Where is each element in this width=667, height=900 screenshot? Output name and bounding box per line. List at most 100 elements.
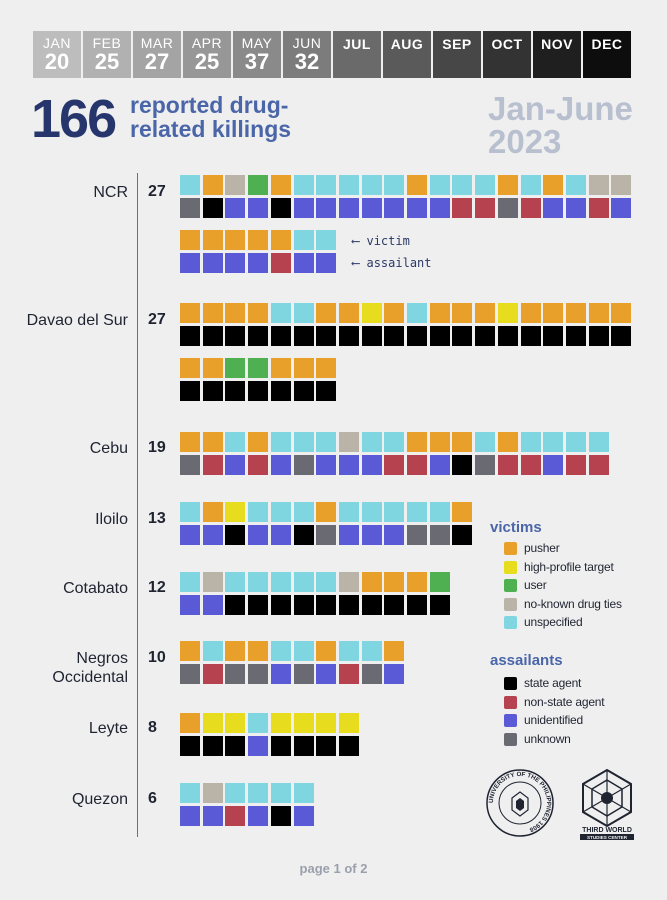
victim-cell: [610, 302, 633, 324]
victim-cell: [428, 431, 451, 453]
assailant-cell: [451, 454, 474, 476]
region-label: Iloilo: [95, 511, 128, 528]
victim-cell: [179, 712, 201, 734]
victim-cell: [292, 640, 315, 662]
svg-text:STUDIES CENTER: STUDIES CENTER: [587, 835, 628, 840]
assailant-cell: [337, 524, 360, 546]
assailant-cell: [269, 325, 292, 347]
month-count: 25: [194, 49, 220, 74]
assailant-cell: [337, 325, 360, 347]
victim-cell: [247, 782, 270, 804]
month-jun: JUN 32: [283, 31, 331, 78]
victim-cell: [564, 174, 587, 196]
assailant-cell: [247, 663, 270, 685]
assailant-cell: [224, 454, 247, 476]
victim-cell: [315, 571, 338, 593]
victim-cell: [451, 431, 474, 453]
assailant-cell: [269, 380, 292, 402]
victim-cell: [337, 571, 360, 593]
legend-label: no-known drug ties: [524, 596, 622, 611]
victim-cell: [406, 431, 428, 453]
victim-cell: [224, 302, 247, 324]
assailant-cell: [224, 252, 247, 274]
victim-cell: [224, 782, 247, 804]
assailant-cell: [337, 594, 360, 616]
assailant-cell: [201, 325, 224, 347]
victim-cell: [337, 431, 360, 453]
assailant-cell: [383, 325, 406, 347]
assailant-cell: [428, 524, 451, 546]
assailant-cell: [360, 454, 383, 476]
assailant-cell: [406, 594, 428, 616]
region-count: 6: [148, 790, 157, 807]
assailant-cell: [360, 594, 383, 616]
assailant-cell: [179, 325, 201, 347]
assailant-cell: [292, 197, 315, 219]
victim-cell: [360, 571, 383, 593]
victim-cell: [201, 174, 224, 196]
third-world-studies-center-logo: THIRD WORLD STUDIES CENTER: [580, 768, 634, 840]
assailant-cell: [201, 663, 224, 685]
page-indicator: page 1 of 2: [299, 861, 368, 876]
assailant-cell: [315, 663, 338, 685]
assailant-cell: [383, 454, 406, 476]
month-name: SEP: [442, 36, 472, 52]
victim-cell: [269, 174, 292, 196]
month-dec: DEC: [583, 31, 631, 78]
assailant-cell: [542, 325, 565, 347]
assailant-cell: [292, 663, 315, 685]
legend-label: user: [524, 578, 547, 592]
victim-cell: [360, 302, 383, 324]
victim-cell: [179, 357, 201, 379]
period-label: Jan-June 2023: [488, 90, 633, 160]
assailant-cell: [474, 454, 497, 476]
victim-cell: [292, 712, 315, 734]
legend-swatch: [504, 677, 517, 690]
month-count: 20: [44, 49, 70, 74]
victim-cell: [428, 571, 451, 593]
victim-annotation-label: victim: [366, 234, 410, 248]
month-jan: JAN 20: [33, 31, 81, 78]
assailant-cell: [292, 594, 315, 616]
region-count: 8: [148, 719, 157, 736]
assailant-cell: [428, 454, 451, 476]
month-feb: FEB 25: [83, 31, 131, 78]
victim-cell: [406, 302, 428, 324]
month-aug: AUG: [383, 31, 431, 78]
month-count: 32: [294, 49, 320, 74]
victim-cell: [315, 229, 338, 251]
victim-cell: [360, 501, 383, 523]
assailant-cell: [519, 325, 542, 347]
victim-cell: [428, 302, 451, 324]
victim-cell: [496, 302, 519, 324]
assailant-annotation-label: assailant: [366, 256, 432, 270]
victim-cell: [269, 782, 292, 804]
assailant-cell: [315, 197, 338, 219]
victim-cell: [247, 571, 270, 593]
assailant-cell: [247, 524, 270, 546]
assailant-cell: [179, 594, 201, 616]
assailant-cell: [292, 325, 315, 347]
month-sep: SEP: [433, 31, 481, 78]
victim-annotation: ⟵ victim: [352, 234, 410, 248]
assailant-cell: [224, 805, 247, 827]
assailant-cell: [224, 663, 247, 685]
region-label: Negros Occidental: [52, 650, 128, 686]
victim-cell: [428, 174, 451, 196]
assailant-cell: [179, 380, 201, 402]
victim-cell: [383, 501, 406, 523]
assailant-cell: [247, 594, 270, 616]
legend-victims-title: victims: [490, 519, 542, 536]
university-seal-logo: UNIVERSITY OF THE PHILIPPINES 1908: [486, 769, 554, 837]
legend-label: unspecified: [524, 615, 583, 629]
victim-cell: [201, 302, 224, 324]
assailant-cell: [383, 197, 406, 219]
assailant-cell: [451, 325, 474, 347]
assailant-cell: [315, 524, 338, 546]
victim-cell: [315, 431, 338, 453]
assailant-cell: [610, 197, 633, 219]
assailant-cell: [542, 197, 565, 219]
victim-cell: [269, 640, 292, 662]
victim-cell: [269, 229, 292, 251]
assailant-cell: [337, 454, 360, 476]
